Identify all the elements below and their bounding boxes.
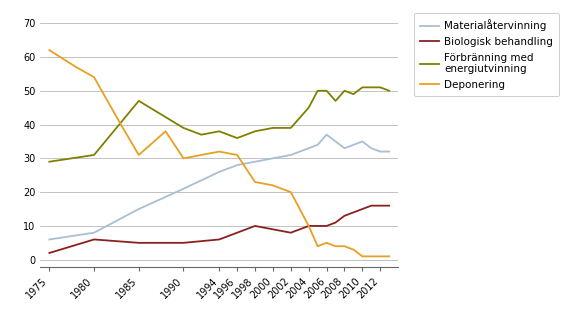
Biologisk behandling	[359, 207, 366, 211]
Materialåtervinning	[216, 170, 223, 174]
Line: Materialåtervinning: Materialåtervinning	[50, 135, 389, 240]
Förbränning med
energiutvinning	[323, 89, 330, 93]
Deponering	[269, 183, 276, 187]
Deponering	[46, 48, 53, 52]
Deponering	[117, 123, 124, 126]
Biologisk behandling	[341, 214, 348, 218]
Deponering	[341, 244, 348, 248]
Materialåtervinning	[234, 163, 241, 167]
Deponering	[359, 254, 366, 258]
Förbränning med
energiutvinning	[269, 126, 276, 130]
Deponering	[234, 153, 241, 157]
Förbränning med
energiutvinning	[341, 89, 348, 93]
Deponering	[287, 190, 294, 194]
Deponering	[91, 75, 98, 79]
Biologisk behandling	[305, 224, 312, 228]
Förbränning med
energiutvinning	[135, 99, 142, 103]
Materialåtervinning	[91, 231, 98, 235]
Deponering	[216, 150, 223, 153]
Biologisk behandling	[180, 241, 187, 245]
Materialåtervinning	[332, 139, 339, 143]
Deponering	[162, 129, 169, 133]
Materialåtervinning	[359, 139, 366, 143]
Biologisk behandling	[91, 238, 98, 241]
Deponering	[350, 248, 357, 252]
Materialåtervinning	[350, 143, 357, 147]
Biologisk behandling	[287, 231, 294, 235]
Förbränning med
energiutvinning	[305, 106, 312, 110]
Biologisk behandling	[252, 224, 258, 228]
Förbränning med
energiutvinning	[198, 133, 205, 136]
Deponering	[332, 244, 339, 248]
Materialåtervinning	[180, 187, 187, 191]
Förbränning med
energiutvinning	[287, 126, 294, 130]
Deponering	[135, 153, 142, 157]
Biologisk behandling	[368, 204, 374, 208]
Biologisk behandling	[332, 221, 339, 225]
Legend: Materialåtervinning, Biologisk behandling, Förbränning med
energiutvinning, Depo: Materialåtervinning, Biologisk behandlin…	[414, 13, 560, 96]
Biologisk behandling	[350, 211, 357, 214]
Deponering	[252, 180, 258, 184]
Deponering	[314, 244, 321, 248]
Förbränning med
energiutvinning	[377, 85, 384, 89]
Materialåtervinning	[287, 153, 294, 157]
Förbränning med
energiutvinning	[46, 160, 53, 164]
Materialåtervinning	[305, 146, 312, 150]
Biologisk behandling	[377, 204, 384, 208]
Biologisk behandling	[314, 224, 321, 228]
Deponering	[368, 254, 374, 258]
Materialåtervinning	[385, 150, 392, 153]
Förbränning med
energiutvinning	[252, 129, 258, 133]
Deponering	[377, 254, 384, 258]
Deponering	[385, 254, 392, 258]
Biologisk behandling	[46, 251, 53, 255]
Materialåtervinning	[252, 160, 258, 164]
Materialåtervinning	[135, 207, 142, 211]
Förbränning med
energiutvinning	[359, 85, 366, 89]
Biologisk behandling	[385, 204, 392, 208]
Materialåtervinning	[314, 143, 321, 147]
Förbränning med
energiutvinning	[216, 129, 223, 133]
Materialåtervinning	[323, 133, 330, 136]
Biologisk behandling	[216, 238, 223, 241]
Deponering	[73, 65, 80, 69]
Förbränning med
energiutvinning	[314, 89, 321, 93]
Förbränning med
energiutvinning	[91, 153, 98, 157]
Materialåtervinning	[368, 146, 374, 150]
Biologisk behandling	[269, 227, 276, 231]
Biologisk behandling	[135, 241, 142, 245]
Materialåtervinning	[377, 150, 384, 153]
Förbränning med
energiutvinning	[385, 89, 392, 93]
Förbränning med
energiutvinning	[350, 92, 357, 96]
Biologisk behandling	[234, 231, 241, 235]
Deponering	[198, 153, 205, 157]
Förbränning med
energiutvinning	[332, 99, 339, 103]
Deponering	[180, 156, 187, 160]
Deponering	[323, 241, 330, 245]
Materialåtervinning	[341, 146, 348, 150]
Materialåtervinning	[46, 238, 53, 241]
Line: Biologisk behandling: Biologisk behandling	[50, 206, 389, 253]
Förbränning med
energiutvinning	[180, 126, 187, 130]
Förbränning med
energiutvinning	[296, 116, 303, 120]
Line: Förbränning med
energiutvinning: Förbränning med energiutvinning	[50, 87, 389, 162]
Förbränning med
energiutvinning	[368, 85, 374, 89]
Deponering	[305, 224, 312, 228]
Förbränning med
energiutvinning	[234, 136, 241, 140]
Biologisk behandling	[323, 224, 330, 228]
Line: Deponering: Deponering	[50, 50, 389, 256]
Materialåtervinning	[269, 156, 276, 160]
